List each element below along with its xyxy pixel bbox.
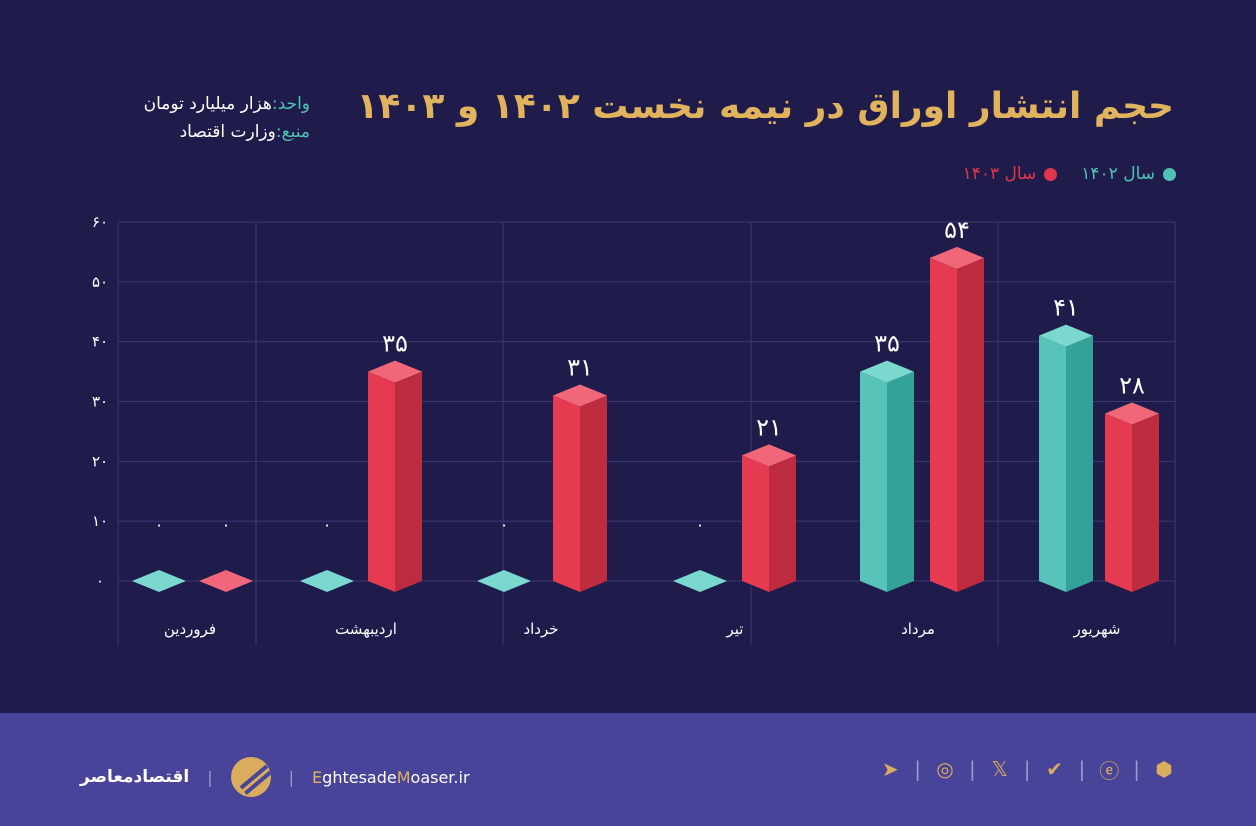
bar-right-face [769,455,796,592]
bar-left-face [1039,335,1066,592]
bar-top [1105,402,1159,425]
eitaa-icon[interactable]: ✔ [1046,757,1063,781]
source-label: منبع: [275,122,310,142]
site-prefix: E [312,767,323,787]
data-label: ۲۱ [756,413,782,441]
bar-right-face [1066,335,1093,592]
data-label: ۳۵ [874,330,900,358]
y-tick-label: ۵۰ [92,273,108,291]
bale-icon[interactable]: ⓔ [1099,758,1120,783]
bar-top [742,444,796,467]
instagram-icon[interactable]: ◎ [936,757,954,781]
legend-dot [1163,167,1176,181]
brand: اقتصادمعاصر | | EghtesadeMoaser.ir [80,757,470,797]
x-tick-label: تیر [726,620,744,638]
data-label: ۰ [222,515,231,534]
unit-value: هزار میلیارد تومان [143,94,272,114]
bar-top [553,384,607,407]
bar-top [930,246,984,269]
bar-right-face [1132,413,1159,592]
website-link[interactable]: EghtesadeMoaser.ir [312,768,469,787]
x-tick-label: مرداد [901,620,935,638]
legend-item-1402: سال ۱۴۰۲ [1081,164,1176,184]
data-label: ۰ [500,515,509,534]
bar-right-face [395,371,422,592]
y-tick-label: ۶۰ [92,213,108,231]
bar-top [132,570,186,592]
brand-logo [230,757,271,797]
x-tick-label: خرداد [523,620,558,638]
social-links: ➤ | ◎ | 𝕏 | ✔ | ⓔ | ⬢ [878,757,1176,783]
rubika-icon[interactable]: ⬢ [1155,757,1173,781]
bar-top [368,360,422,383]
bar-right-face [957,257,984,592]
legend-label: سال ۱۴۰۲ [1081,164,1155,184]
legend-dot [1044,167,1058,181]
x-icon[interactable]: 𝕏 [991,757,1008,781]
bar-top [673,570,727,592]
bar-top [1039,324,1093,347]
y-tick-label: ۱۰ [92,512,108,530]
site-part: ghtesade [322,767,397,787]
chart-meta: واحد:هزار میلیارد تومان منبع:وزارت اقتصا… [100,90,310,146]
legend: سال ۱۴۰۲ سال ۱۴۰۳ [963,164,1176,184]
x-tick-label: فروردین [164,620,216,638]
data-label: ۲۸ [1119,371,1145,399]
bar-right-face [887,371,914,592]
bar-top [860,360,914,383]
bar-right-face [580,395,607,592]
data-label: ۳۱ [567,354,593,382]
y-tick-label: ۲۰ [92,452,108,470]
x-tick-label: اردیبهشت [335,620,397,638]
bar-left-face [742,455,769,592]
data-label: ۰ [155,515,164,534]
site-part: oaser.ir [410,767,470,787]
x-tick-label: شهریور [1073,620,1121,638]
source-value: وزارت اقتصاد [179,122,276,142]
data-label: ۳۵ [382,330,408,358]
bar-left-face [368,371,395,592]
bar-top [477,570,531,592]
unit-label: واحد: [271,94,310,114]
bar-left-face [930,257,957,592]
bar-top [199,570,253,592]
y-tick-label: ۰ [96,572,104,590]
site-m: M [396,767,411,787]
footer: اقتصادمعاصر | | EghtesadeMoaser.ir ➤ | ◎ |… [0,713,1256,826]
y-tick-label: ۴۰ [92,333,108,351]
y-tick-label: ۳۰ [92,393,108,411]
legend-label: سال ۱۴۰۳ [962,164,1037,184]
data-label: ۴۱ [1053,294,1079,322]
chart-title: حجم انتشار اوراق در نیمه نخست ۱۴۰۲ و ۱۴۰… [356,86,1174,127]
bar-top [300,570,354,592]
telegram-icon[interactable]: ➤ [881,757,899,781]
bar-left-face [860,371,887,592]
data-label: ۰ [323,515,332,534]
bar-chart: ۰ ۱۰ ۲۰ ۳۰ ۴۰ ۵۰ ۶۰ فروردین ۰ ۰ اردیبهشت ۰ ۳۵ خرداد ۰ ۳… [92,213,1176,645]
brand-name: اقتصادمعاصر [80,767,190,787]
bar-left-face [1105,413,1132,592]
divider: | [207,767,213,787]
data-label: ۰ [696,515,705,534]
legend-item-1403: سال ۱۴۰۳ [963,164,1058,184]
data-label: ۵۴ [944,216,970,244]
bar-left-face [553,395,580,592]
divider: | [288,767,295,787]
